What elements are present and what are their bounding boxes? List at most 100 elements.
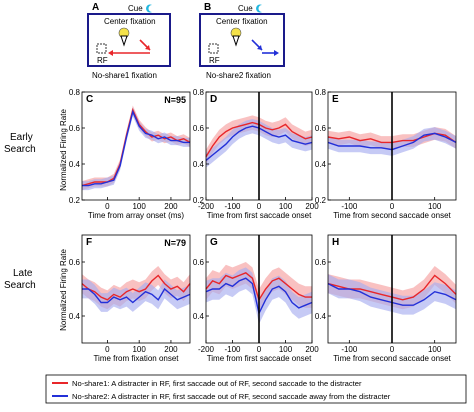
y-tick-label: 0.4 <box>193 312 205 321</box>
panel-label: H <box>332 237 339 248</box>
x-axis-label: Time from first saccade onset <box>207 354 312 363</box>
schematic-b-fixation-label: Center fixation <box>216 17 268 26</box>
legend-box <box>45 374 467 404</box>
ylabel-row1: Normalized Firing Rate <box>59 109 68 191</box>
cue-moon-icon <box>146 4 152 13</box>
y-tick-label: 0.4 <box>315 312 327 321</box>
legend-text-no-share2: No-share2: A distracter in RF, first sac… <box>72 392 391 401</box>
row-label-late-line2: Search <box>4 280 36 291</box>
x-axis-label: Time from fixation onset <box>93 354 179 363</box>
x-tick-label: 100 <box>279 345 293 354</box>
panel-e: -100 0 100 0.2 0.4 0.6 0.8 Time from second sac… <box>315 88 457 220</box>
series-line-2 <box>82 109 190 187</box>
series-band-1 <box>206 262 312 311</box>
panel-label: C <box>86 94 93 105</box>
saccade-arrow-2-head-icon <box>274 50 279 56</box>
schematic-b-caption: No-share2 fixation <box>206 71 271 80</box>
y-tick-label: 0.8 <box>315 88 327 97</box>
series-line-1 <box>81 107 191 187</box>
panel-label: D <box>210 94 217 105</box>
schematic-a-frame <box>87 13 171 67</box>
x-axis-label: Time from second saccade onset <box>333 211 451 220</box>
saccade-arrow-1-head-icon <box>257 45 262 50</box>
schematic-a-panel-label: A <box>92 2 99 13</box>
y-tick-label: 0.6 <box>69 258 81 267</box>
saccade-arrow-1-head-icon <box>145 45 150 50</box>
y-tick-label: 0.6 <box>315 124 327 133</box>
n-count-label: N=95 <box>164 95 186 105</box>
schematic-b: B Cue Center fixation RF No-share2 fixat… <box>199 2 285 80</box>
x-tick-label: 100 <box>132 202 146 211</box>
legend: No-share1: A distracter in RF, first sac… <box>45 374 467 404</box>
x-tick-label: 100 <box>279 202 293 211</box>
x-axis-label: Time from first saccade onset <box>207 211 312 220</box>
panel-frame <box>81 91 191 201</box>
x-tick-label: 0 <box>257 345 262 354</box>
row-label-early-line2: Search <box>4 144 36 155</box>
panel-label: E <box>332 94 339 105</box>
series-line-2 <box>82 287 191 304</box>
x-tick-label: 200 <box>305 345 319 354</box>
y-tick-label: 0.6 <box>193 258 205 267</box>
distracter-square-icon <box>96 43 107 54</box>
y-tick-label: 0.6 <box>69 124 81 133</box>
cue-moon-icon <box>256 4 262 13</box>
row-label-early-line1: Early <box>10 132 33 143</box>
y-tick-label: 0.2 <box>315 196 327 205</box>
panel-h: -100 0 100 0.4 0.6 Time from second saccade o… <box>315 234 457 363</box>
y-tick-label: 0.4 <box>69 312 81 321</box>
x-tick-label: -100 <box>341 345 358 354</box>
legend-text-no-share1: No-share1: A distracter in RF, first sac… <box>72 379 362 388</box>
schematic-a-fixation-label: Center fixation <box>104 17 156 26</box>
schematic-b-panel-label: B <box>204 2 211 13</box>
y-tick-label: 0.4 <box>193 160 205 169</box>
panel-label: G <box>210 237 218 248</box>
schematic-a: A Cue Center fixation RF No-share1 fixat… <box>87 2 171 80</box>
series-band-2 <box>206 267 312 325</box>
y-tick-label: 0.2 <box>193 196 205 205</box>
row-label-late-line1: Late <box>13 268 33 279</box>
panel-d: -200 -100 0 100 200 0.2 0.4 0.6 0.8 Time from fir… <box>193 88 319 220</box>
x-tick-label: 100 <box>428 202 442 211</box>
y-tick-label: 0.8 <box>193 88 205 97</box>
x-tick-label: -100 <box>224 345 241 354</box>
series-band-2 <box>206 119 312 168</box>
x-tick-label: 0 <box>105 202 110 211</box>
x-tick-label: -100 <box>341 202 358 211</box>
y-tick-label: 0.4 <box>69 160 81 169</box>
y-tick-label: 0.6 <box>315 258 327 267</box>
y-tick-label: 0.6 <box>193 124 205 133</box>
x-tick-label: 0 <box>390 202 395 211</box>
x-tick-label: 200 <box>305 202 319 211</box>
ylabel-row2: Normalized Firing Rate <box>59 249 68 331</box>
panel-f: 0 100 200 0.4 0.6 Time from fixation onset F N=… <box>69 234 191 363</box>
schematic-b-frame <box>199 13 285 67</box>
panel-frame <box>81 234 191 344</box>
x-tick-label: 0 <box>390 345 395 354</box>
saccade-arrow-2-head-icon <box>108 50 113 56</box>
schematic-b-rf-label: RF <box>209 56 220 65</box>
n-count-label: N=79 <box>164 238 186 248</box>
eye-pointer-icon <box>120 35 128 47</box>
series-band-2 <box>328 127 456 156</box>
x-tick-label: -200 <box>198 202 215 211</box>
x-tick-label: -100 <box>224 202 241 211</box>
x-tick-label: -200 <box>198 345 215 354</box>
y-tick-label: 0.8 <box>69 88 81 97</box>
y-tick-label: 0.4 <box>315 160 327 169</box>
x-tick-label: 0 <box>257 202 262 211</box>
schematic-a-cue-label: Cue <box>128 4 143 13</box>
panel-c: 0 100 200 0.2 0.4 0.6 0.8 Time from array onset… <box>69 88 191 220</box>
x-axis-label: Time from array onset (ms) <box>88 211 184 220</box>
schematic-b-cue-label: Cue <box>238 4 253 13</box>
x-tick-label: 200 <box>164 202 178 211</box>
schematic-a-rf-label: RF <box>97 56 108 65</box>
x-axis-label: Time from second saccade onset <box>333 354 451 363</box>
panel-label: F <box>86 237 92 248</box>
schematic-a-caption: No-share1 fixation <box>92 71 157 80</box>
x-tick-label: 100 <box>428 345 442 354</box>
series-line-1 <box>81 274 191 301</box>
